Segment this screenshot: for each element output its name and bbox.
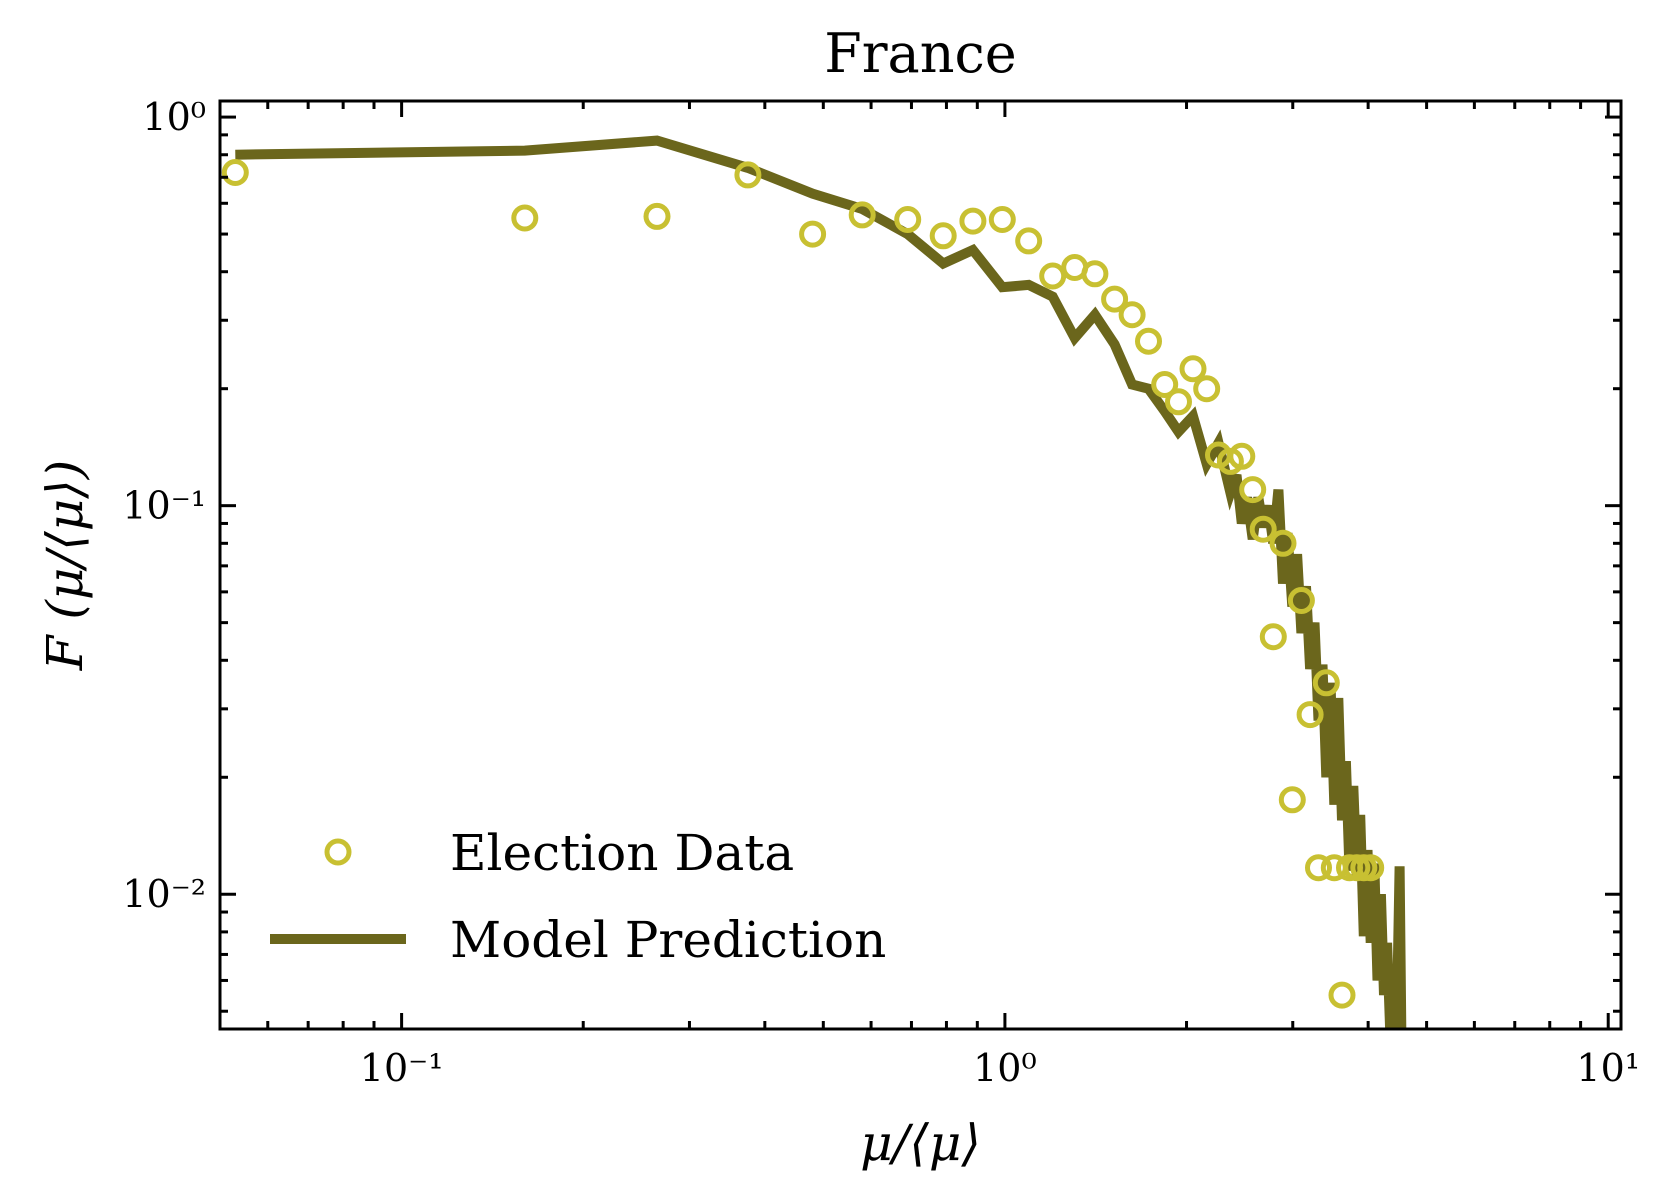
data-point-election-data bbox=[1296, 701, 1324, 729]
data-point-election-data bbox=[799, 220, 827, 248]
tick-layer: 10⁻¹ 10⁰ 10¹ 10⁻² 10⁻¹ 10⁰ bbox=[122, 95, 1640, 1090]
y-tick-label: 10⁰ bbox=[142, 95, 206, 139]
data-point-election-data bbox=[511, 204, 539, 232]
data-point-election-data bbox=[1312, 669, 1340, 697]
data-point-election-data bbox=[894, 206, 922, 233]
legend-marker-election-data bbox=[324, 838, 352, 866]
data-point-election-data bbox=[1193, 375, 1221, 403]
legend: Election Data Model Prediction bbox=[270, 824, 886, 969]
series-line-model-prediction bbox=[235, 135, 1407, 1029]
y-tick-label: 10⁻² bbox=[122, 872, 206, 916]
plot-layer bbox=[221, 135, 1407, 1029]
legend-label-election-data: Election Data bbox=[450, 824, 794, 882]
data-point-election-data bbox=[959, 207, 987, 235]
data-point-election-data bbox=[734, 161, 762, 189]
chart-title: France bbox=[824, 22, 1016, 85]
data-point-election-data bbox=[848, 201, 876, 229]
x-tick-label: 10⁻¹ bbox=[360, 1046, 444, 1090]
x-tick-label: 10⁰ bbox=[973, 1046, 1037, 1090]
data-point-election-data bbox=[929, 222, 957, 250]
data-point-election-data bbox=[988, 206, 1016, 233]
data-point-election-data bbox=[1118, 301, 1146, 329]
data-point-election-data bbox=[1328, 981, 1356, 1009]
x-axis-label: μ/⟨μ⟩ bbox=[860, 1114, 981, 1172]
data-point-election-data bbox=[1101, 285, 1129, 313]
data-point-election-data bbox=[1179, 355, 1207, 383]
data-point-election-data bbox=[1081, 260, 1109, 288]
data-point-election-data bbox=[1015, 227, 1043, 255]
data-point-election-data bbox=[1249, 515, 1277, 543]
data-point-election-data bbox=[221, 159, 249, 186]
data-point-election-data bbox=[1305, 854, 1332, 882]
data-point-election-data bbox=[1287, 587, 1315, 614]
data-point-election-data bbox=[1135, 327, 1162, 355]
legend-label-model-prediction: Model Prediction bbox=[450, 911, 886, 969]
data-point-election-data bbox=[1151, 371, 1179, 398]
data-point-election-data bbox=[1278, 786, 1306, 814]
data-point-election-data bbox=[1357, 854, 1385, 882]
data-point-election-data bbox=[643, 202, 671, 230]
data-point-election-data bbox=[1239, 476, 1267, 504]
y-axis-label: F (μ/⟨μ⟩) bbox=[36, 460, 94, 671]
x-tick-label: 10¹ bbox=[1576, 1046, 1640, 1090]
data-point-election-data bbox=[1039, 262, 1067, 290]
data-point-election-data bbox=[1165, 388, 1192, 416]
y-tick-label: 10⁻¹ bbox=[122, 484, 206, 528]
data-point-election-data bbox=[1259, 623, 1287, 651]
data-point-election-data bbox=[1228, 442, 1256, 470]
data-point-election-data bbox=[1269, 529, 1297, 557]
